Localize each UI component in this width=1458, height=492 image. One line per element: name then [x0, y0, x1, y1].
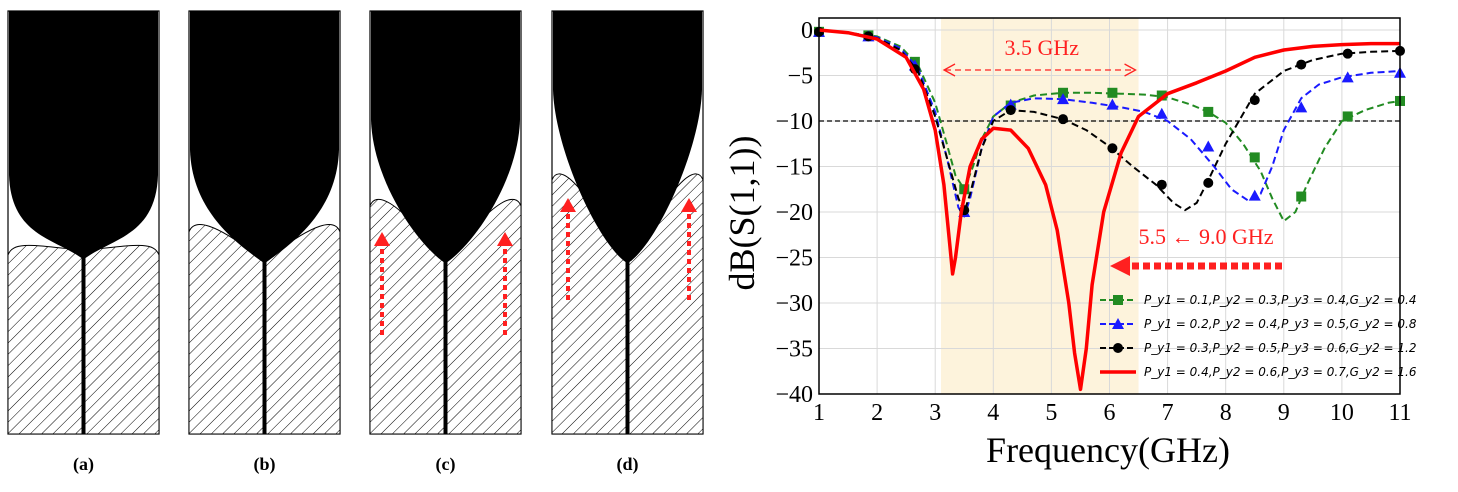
- data-point-black: [1107, 143, 1118, 154]
- x-tick-label: 1: [813, 400, 825, 426]
- data-point-black: [1058, 114, 1069, 125]
- legend: P_y1 = 0.1,P_y2 = 0.3,P_y3 = 0.4,G_y2 = …: [1100, 293, 1417, 379]
- growth-arrowhead: [497, 232, 513, 246]
- feed-line: [81, 254, 86, 434]
- band-arrowhead-right: [1124, 63, 1137, 77]
- y-tick-label: −40: [775, 382, 813, 408]
- x-tick-label: 10: [1330, 400, 1354, 426]
- data-point-black: [1203, 177, 1214, 188]
- legend-item-red: P_y1 = 0.4,P_y2 = 0.6,P_y3 = 0.7,G_y2 = …: [1100, 365, 1417, 379]
- y-axis-title: dB(S(1,1)): [722, 136, 762, 291]
- grid-lines: [818, 18, 1401, 395]
- legend-marker: [1113, 295, 1123, 305]
- series-line-red: [818, 28, 1400, 392]
- data-point-green: [1203, 106, 1214, 117]
- y-tick-label: −15: [775, 155, 813, 181]
- feed-line: [443, 258, 448, 434]
- s11-chart: 1 2 3 4 5 6 7 8 9 10 11 0 −5 −10 −15 −20 −25 −30 −35 −40 Fr…: [722, 17, 1417, 470]
- antenna-panel-a: (a): [7, 10, 160, 475]
- y-tick-label: −5: [787, 64, 813, 90]
- band-width-arrow: [942, 63, 1137, 77]
- data-point-blue: [1202, 140, 1215, 152]
- tick-labels: 1 2 3 4 5 6 7 8 9 10 11 0 −5 −10 −15 −20 −25 −30 −35 −40: [775, 18, 1411, 426]
- legend-item-black: P_y1 = 0.3,P_y2 = 0.5,P_y3 = 0.6,G_y2 = …: [1100, 341, 1416, 355]
- data-point-black: [1249, 95, 1260, 106]
- x-tick-label: 9: [1278, 400, 1290, 426]
- y-tick-label: −30: [775, 291, 813, 317]
- legend-label: P_y1 = 0.2,P_y2 = 0.4,P_y3 = 0.5,G_y2 = …: [1144, 317, 1417, 331]
- feed-line: [625, 258, 630, 434]
- series-layer: [813, 25, 1406, 392]
- x-tick-label: 3: [929, 400, 941, 426]
- feed-line: [262, 258, 267, 434]
- data-point-green: [1156, 90, 1167, 101]
- panel-label-a: (a): [73, 454, 94, 475]
- series-black: [814, 26, 1405, 216]
- growth-arrowhead: [681, 198, 697, 212]
- data-point-blue: [1295, 101, 1308, 113]
- data-point-black: [1005, 105, 1016, 116]
- x-tick-label: 6: [1104, 400, 1116, 426]
- data-point-blue: [1106, 98, 1119, 110]
- radiator-patch: [371, 11, 520, 262]
- bandwidth-band: [941, 18, 1139, 394]
- data-point-green: [1107, 87, 1118, 98]
- band-arrowhead-left: [942, 63, 956, 77]
- legend-item-green: P_y1 = 0.1,P_y2 = 0.3,P_y3 = 0.4,G_y2 = …: [1100, 293, 1416, 307]
- x-tick-label: 2: [871, 400, 883, 426]
- panel-label-d: (d): [617, 454, 639, 475]
- series-red: [818, 28, 1400, 392]
- data-point-blue: [1341, 71, 1354, 83]
- series-line-black: [818, 29, 1401, 213]
- x-tick-label: 5: [1045, 400, 1057, 426]
- shift-arrowhead: [1110, 256, 1130, 276]
- x-tick-label: 4: [987, 400, 999, 426]
- data-point-green: [1058, 87, 1069, 98]
- data-point-black: [1296, 59, 1307, 70]
- data-point-blue: [1057, 93, 1070, 105]
- growth-arrowhead: [374, 232, 390, 246]
- frequency-shift-label: 5.5 ← 9.0 GHz: [1138, 224, 1273, 249]
- radiator-patch: [9, 11, 158, 258]
- radiator-patch: [553, 11, 702, 262]
- data-point-black: [1156, 179, 1167, 190]
- antenna-panel-c: (c): [369, 10, 522, 475]
- antenna-panel-d: (d): [551, 10, 704, 475]
- data-point-blue: [1248, 189, 1261, 201]
- series-line-blue: [818, 29, 1401, 218]
- data-point-green: [1296, 191, 1307, 202]
- data-point-green: [1249, 152, 1260, 163]
- x-tick-label: 11: [1388, 400, 1411, 426]
- legend-label: P_y1 = 0.4,P_y2 = 0.6,P_y3 = 0.7,G_y2 = …: [1144, 365, 1417, 379]
- plot-frame: [818, 17, 1401, 395]
- frequency-shift-arrow: [1110, 256, 1282, 276]
- legend-marker: [1112, 318, 1124, 329]
- antenna-panels: (a) (b) (c) (d): [7, 10, 704, 475]
- panel-label-c: (c): [436, 454, 456, 475]
- x-axis-title: Frequency(GHz): [986, 430, 1230, 470]
- data-point-green: [1342, 111, 1353, 122]
- legend-item-blue: P_y1 = 0.2,P_y2 = 0.4,P_y3 = 0.5,G_y2 = …: [1100, 317, 1417, 331]
- y-tick-label: −10: [775, 109, 813, 135]
- x-tick-label: 8: [1220, 400, 1232, 426]
- band-label: 3.5 GHz: [1005, 35, 1080, 60]
- panel-label-b: (b): [254, 454, 276, 475]
- legend-marker: [1113, 343, 1123, 353]
- y-tick-label: −20: [775, 200, 813, 226]
- x-tick-label: 7: [1162, 400, 1174, 426]
- y-tick-label: −25: [775, 246, 813, 272]
- radiator-patch: [190, 11, 339, 262]
- data-point-blue: [1155, 107, 1168, 119]
- growth-arrowhead: [560, 198, 576, 212]
- legend-label: P_y1 = 0.1,P_y2 = 0.3,P_y3 = 0.4,G_y2 = …: [1144, 293, 1416, 307]
- antenna-panel-b: (b): [188, 10, 341, 475]
- legend-label: P_y1 = 0.3,P_y2 = 0.5,P_y3 = 0.6,G_y2 = …: [1144, 341, 1416, 355]
- y-tick-label: −35: [775, 337, 813, 363]
- data-point-black: [1342, 48, 1353, 59]
- y-tick-label: 0: [801, 18, 813, 44]
